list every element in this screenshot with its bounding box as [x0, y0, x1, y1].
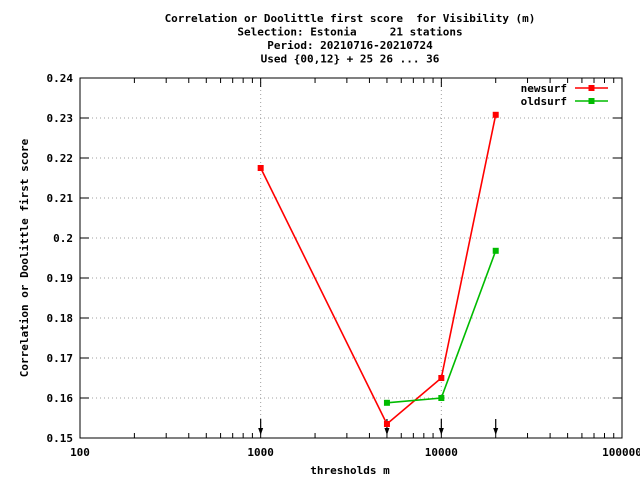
data-point-oldsurf	[438, 395, 445, 401]
grid	[80, 78, 622, 438]
threshold-arrowhead	[493, 428, 499, 435]
title-line: Correlation or Doolittle first score for…	[165, 12, 536, 25]
threshold-arrowhead	[258, 428, 264, 435]
y-tick-label: 0.16	[47, 392, 74, 405]
y-tick-label: 0.23	[47, 112, 74, 125]
threshold-arrowhead	[384, 428, 390, 435]
y-tick-labels: 0.15 0.16 0.17 0.18 0.19 0.2 0.21 0.22 0.23 0.24	[47, 72, 74, 445]
plot-frame	[79, 77, 623, 439]
title-line: Selection: Estonia 21 stations	[237, 26, 462, 39]
y-tick-label: 0.2	[53, 232, 73, 245]
series	[257, 111, 499, 427]
x-tick-label: 1000	[247, 446, 274, 459]
axis-ticks	[79, 77, 623, 439]
x-tick-label: 10000	[425, 446, 458, 459]
y-tick-label: 0.24	[47, 72, 74, 85]
legend-marker	[588, 85, 595, 91]
data-point-oldsurf	[383, 399, 390, 406]
data-point-newsurf	[383, 421, 390, 427]
x-tick-label: 100	[70, 446, 90, 459]
legend-label: newsurf	[521, 82, 567, 95]
legend-marker	[588, 98, 595, 104]
chart-title: Correlation or Doolittle first score for…	[165, 12, 536, 66]
y-tick-label: 0.21	[47, 192, 74, 205]
y-tick-label: 0.15	[47, 432, 74, 445]
title-line: Period: 20210716-20210724	[267, 39, 433, 52]
x-tick-label: 100000	[602, 446, 640, 459]
series-line-newsurf	[259, 114, 497, 426]
y-tick-label: 0.19	[47, 272, 74, 285]
y-tick-label: 0.18	[47, 312, 74, 325]
legend-label: oldsurf	[521, 95, 567, 108]
y-tick-label: 0.22	[47, 152, 74, 165]
x-tick-labels: 100 1000 10000 100000	[70, 446, 640, 459]
threshold-markers	[258, 419, 499, 435]
title-line: Used {00,12} + 25 26 ... 36	[261, 53, 440, 66]
data-point-newsurf	[257, 165, 264, 171]
data-point-oldsurf	[492, 247, 499, 254]
y-tick-label: 0.17	[47, 352, 74, 365]
x-axis-label: thresholds m	[310, 464, 390, 477]
data-point-newsurf	[492, 111, 499, 118]
threshold-arrowhead	[438, 428, 444, 435]
y-axis-label: Correlation or Doolittle first score	[18, 138, 31, 377]
data-point-newsurf	[438, 375, 445, 381]
